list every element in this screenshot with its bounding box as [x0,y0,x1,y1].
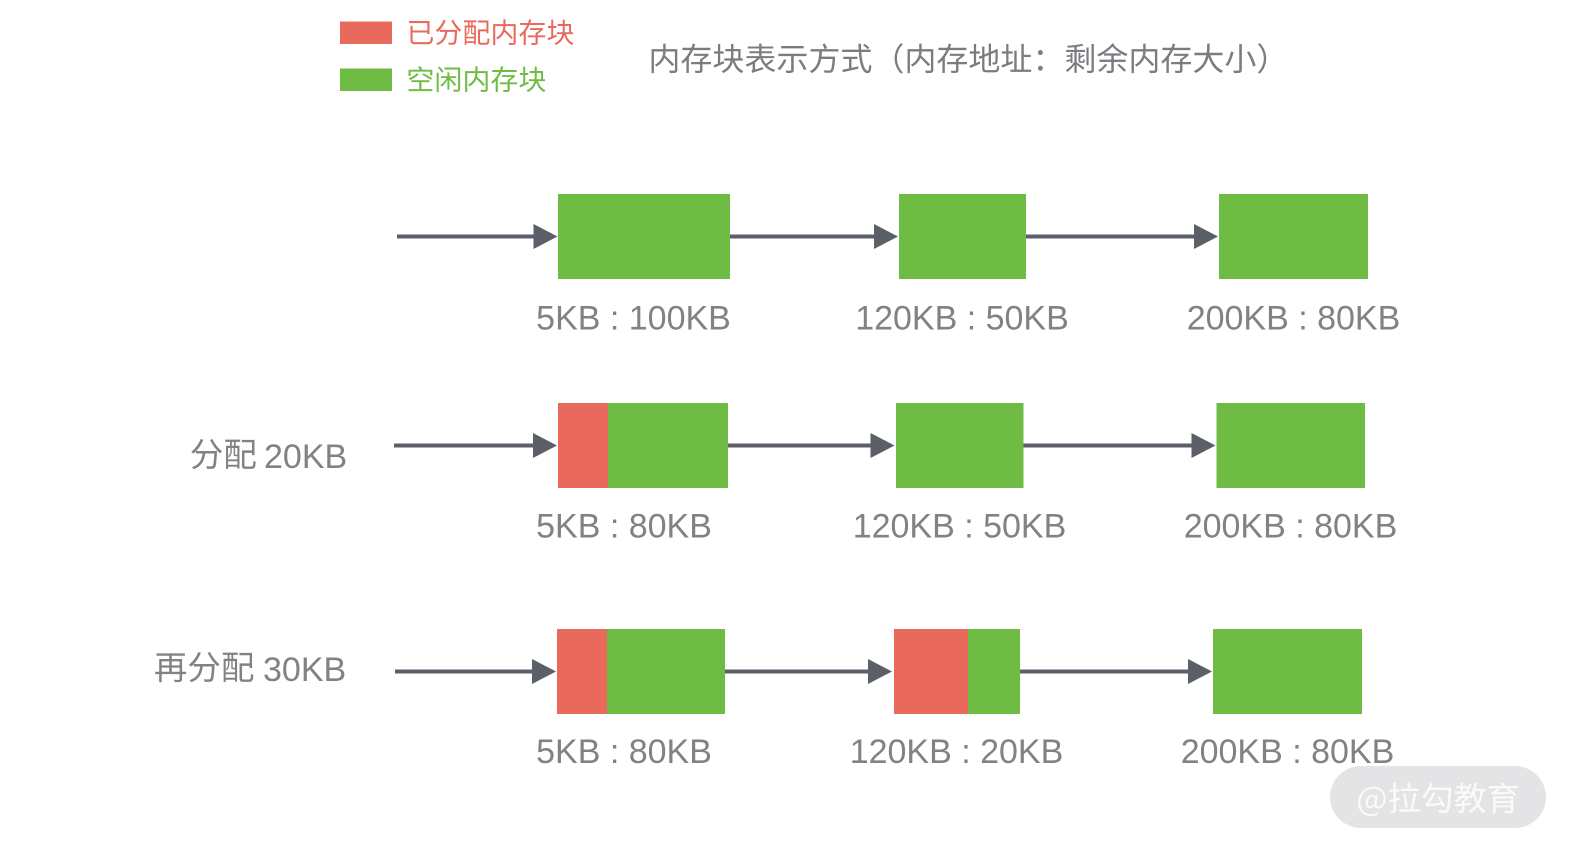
svg-text:120KB : 50KB: 120KB : 50KB [855,300,1069,338]
svg-text:200KB : 80KB: 200KB : 80KB [1187,300,1401,338]
svg-text:5KB : 100KB: 5KB : 100KB [536,300,731,338]
svg-text:20KB: 20KB [264,438,347,476]
svg-text:200KB : 80KB: 200KB : 80KB [1184,508,1398,546]
svg-text:5KB : 80KB: 5KB : 80KB [536,733,712,771]
svg-text:120KB : 20KB: 120KB : 20KB [850,733,1064,771]
svg-text:120KB : 50KB: 120KB : 50KB [853,508,1067,546]
svg-text:30KB: 30KB [263,651,346,689]
svg-text:200KB : 80KB: 200KB : 80KB [1181,733,1395,771]
svg-text:5KB : 80KB: 5KB : 80KB [536,508,712,546]
